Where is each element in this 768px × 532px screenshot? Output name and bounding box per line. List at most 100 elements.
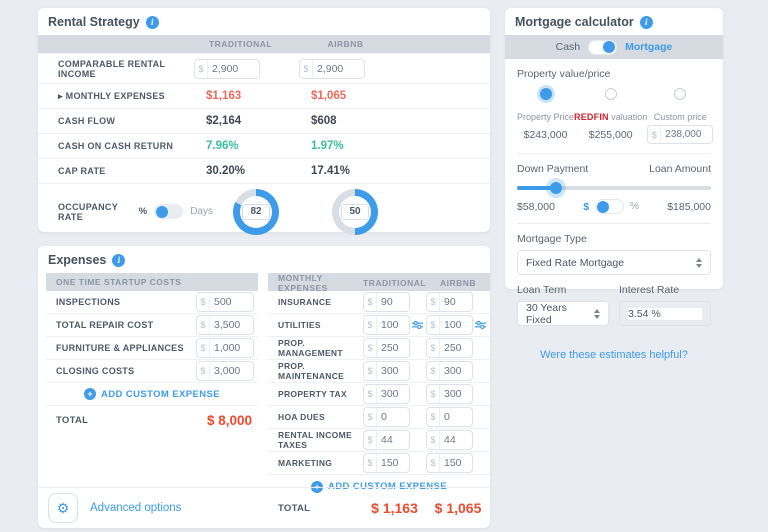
prop-maintenance-input-airbnb[interactable]: $ <box>426 361 473 381</box>
property-value-label: Property value/price <box>517 68 611 80</box>
rental-strategy-table-header: TRADITIONAL AIRBNB <box>38 35 490 53</box>
monthly-expenses-airbnb: $1,065 <box>311 90 347 102</box>
add-custom-expense-one-time[interactable]: + ADD CUSTOM EXPENSE <box>46 383 258 406</box>
cash-option[interactable]: Cash <box>555 41 581 53</box>
radio-custom-price[interactable] <box>674 88 687 100</box>
down-payment-slider[interactable] <box>517 182 711 194</box>
occupancy-input-airbnb[interactable] <box>341 203 369 220</box>
rental-taxes-input-traditional[interactable]: $ <box>363 430 410 450</box>
estimates-helpful-link[interactable]: Were these estimates helpful? <box>540 349 688 361</box>
income-input-airbnb[interactable]: $ <box>299 58 365 79</box>
occupancy-gauge-traditional <box>233 188 279 235</box>
prop-management-input-traditional[interactable]: $ <box>363 338 410 358</box>
expenses-panel: Expenses i ONE TIME STARTUP COSTS INSPEC… <box>38 246 490 528</box>
utilities-input-airbnb[interactable]: $ <box>426 315 473 335</box>
rental-taxes-input-airbnb[interactable]: $ <box>426 430 473 450</box>
unit-percent[interactable]: % <box>630 201 639 212</box>
row-inspections: INSPECTIONS $ <box>46 291 258 314</box>
property-price-options: Property Price $243,000 REDFIN valuation… <box>517 87 714 144</box>
radio-property-price[interactable] <box>539 88 552 100</box>
row-closing-costs: CLOSING COSTS $ <box>46 360 258 383</box>
expenses-title: Expenses i <box>38 246 490 273</box>
insurance-input-airbnb[interactable]: $ <box>426 292 473 312</box>
down-payment-label: Down Payment <box>517 163 589 175</box>
unit-dollar[interactable]: $ <box>583 200 590 213</box>
divider <box>517 223 711 224</box>
one-time-header: ONE TIME STARTUP COSTS <box>56 277 182 287</box>
info-icon[interactable]: i <box>639 15 653 29</box>
table-row-occupancy-rate: OCCUPANCY RATE % Days <box>38 183 490 239</box>
inspections-input[interactable]: $ <box>196 292 254 312</box>
cash-mortgage-toggle-bar: Cash Mortgage <box>505 35 723 59</box>
occupancy-unit-days[interactable]: Days <box>190 206 213 217</box>
repair-cost-input[interactable]: $ <box>196 315 254 335</box>
prop-management-input-airbnb[interactable]: $ <box>426 338 473 358</box>
occupancy-input-traditional[interactable] <box>242 203 270 220</box>
hoa-dues-input-airbnb[interactable]: $ <box>426 407 473 427</box>
redfin-logo: REDFIN <box>574 112 609 122</box>
info-icon[interactable]: i <box>112 253 126 267</box>
mortgage-type-select[interactable]: Fixed Rate Mortgage <box>517 250 711 275</box>
marketing-input-traditional[interactable]: $ <box>363 453 410 473</box>
panel-title: Rental Strategy <box>48 15 140 29</box>
row-marketing: MARKETING $ $ <box>268 452 490 475</box>
divider <box>517 153 711 154</box>
expand-triangle-icon[interactable]: ▸ <box>58 90 63 101</box>
option-redfin-valuation: REDFIN valuation $255,000 <box>574 87 647 144</box>
cap-rate-traditional: 30.20% <box>206 165 246 177</box>
mortgage-option[interactable]: Mortgage <box>625 41 673 53</box>
table-row-cash-on-cash: CASH ON CASH RETURN 7.96% 1.97% <box>38 133 490 158</box>
monthly-header: MONTHLY EXPENSES <box>278 273 328 293</box>
sliders-icon[interactable] <box>475 320 486 330</box>
sliders-icon[interactable] <box>412 320 423 330</box>
table-row-monthly-expenses[interactable]: ▸ MONTHLY EXPENSES $1,163 $1,065 <box>38 83 490 108</box>
mortgage-type-label: Mortgage Type <box>517 233 587 245</box>
loan-term-select[interactable]: 30 Years Fixed <box>517 301 609 326</box>
loan-amount-value: $185,000 <box>667 200 711 213</box>
custom-price-input[interactable]: $ <box>647 125 714 144</box>
interest-rate-input[interactable] <box>619 301 711 326</box>
property-tax-input-airbnb[interactable]: $ <box>426 384 473 404</box>
radio-redfin-valuation[interactable] <box>604 88 617 100</box>
monthly-total-traditional: $ 1,163 <box>371 500 418 516</box>
one-time-total-row: TOTAL $ 8,000 <box>56 412 252 428</box>
cash-flow-traditional: $2,164 <box>206 115 242 127</box>
advanced-options-link[interactable]: Advanced options <box>90 502 182 514</box>
column-header-traditional: TRADITIONAL <box>363 278 427 288</box>
row-prop-management: PROP. MANAGEMENT $ $ <box>268 337 490 360</box>
cap-rate-airbnb: 17.41% <box>311 165 351 177</box>
row-insurance: INSURANCE $ $ <box>268 291 490 314</box>
occupancy-unit-toggle[interactable] <box>154 204 184 219</box>
marketing-input-airbnb[interactable]: $ <box>426 453 473 473</box>
monthly-total-airbnb: $ 1,065 <box>434 500 482 516</box>
column-header-traditional: TRADITIONAL <box>208 39 273 49</box>
property-tax-input-traditional[interactable]: $ <box>363 384 410 404</box>
table-row-comparable-income: COMPARABLE RENTAL INCOME $ $ <box>38 53 490 83</box>
mortgage-footer: Were these estimates helpful? <box>505 337 723 370</box>
advanced-options-button[interactable]: ⚙ <box>48 493 78 523</box>
add-custom-expense-monthly[interactable]: + ADD CUSTOM EXPENSE <box>268 475 490 498</box>
info-icon[interactable]: i <box>145 15 159 29</box>
row-total-repair-cost: TOTAL REPAIR COST $ <box>46 314 258 337</box>
rental-strategy-panel: Rental Strategy i TRADITIONAL AIRBNB COM… <box>38 8 490 261</box>
column-header-airbnb: AIRBNB <box>327 39 364 49</box>
updown-arrows-icon <box>696 257 702 268</box>
hoa-dues-input-traditional[interactable]: $ <box>363 407 410 427</box>
cash-mortgage-toggle[interactable] <box>588 39 618 55</box>
down-payment-amount: $58,000 <box>517 200 555 213</box>
monthly-total-row: TOTAL $ 1,163 $ 1,065 <box>268 500 482 516</box>
table-row-cash-flow: CASH FLOW $2,164 $608 <box>38 108 490 133</box>
dollar-percent-toggle[interactable] <box>595 199 625 214</box>
income-input-traditional[interactable]: $ <box>194 58 260 79</box>
furniture-input[interactable]: $ <box>196 338 254 358</box>
slider-knob[interactable] <box>549 182 562 194</box>
loan-term-label: Loan Term <box>517 284 567 296</box>
interest-rate-label: Interest Rate <box>619 284 680 296</box>
insurance-input-traditional[interactable]: $ <box>363 292 410 312</box>
occupancy-unit-percent[interactable]: % <box>138 206 148 217</box>
one-time-total-value: $ 8,000 <box>206 412 252 428</box>
occupancy-gauge-airbnb <box>332 188 378 235</box>
closing-costs-input[interactable]: $ <box>196 361 254 381</box>
utilities-input-traditional[interactable]: $ <box>363 315 410 335</box>
prop-maintenance-input-traditional[interactable]: $ <box>363 361 410 381</box>
